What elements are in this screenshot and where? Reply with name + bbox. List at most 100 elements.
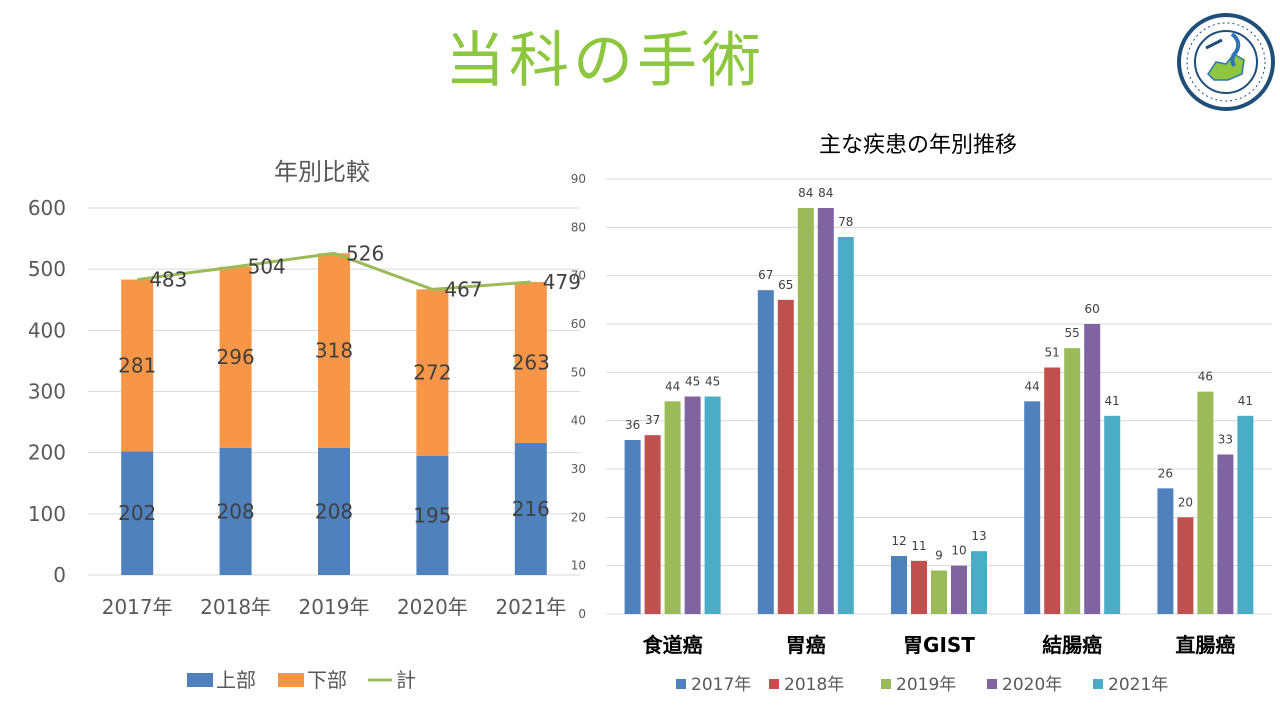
data-label: 26: [1158, 466, 1173, 480]
bar-2019年: [664, 401, 681, 614]
data-label-upper: 216: [512, 497, 550, 521]
data-label: 44: [665, 379, 680, 393]
x-tick-label: 直腸癌: [1175, 633, 1235, 657]
data-label: 37: [645, 413, 660, 427]
data-label-lower: 281: [118, 354, 156, 378]
legend-swatch: [676, 679, 686, 689]
x-tick-label: 2020年: [397, 595, 468, 619]
data-label: 60: [1085, 302, 1100, 316]
legend-label-upper: 上部: [216, 668, 256, 692]
bar-lower: [121, 279, 154, 452]
data-label-upper: 195: [413, 503, 451, 527]
data-label: 45: [705, 375, 720, 389]
bar-2020年: [817, 208, 834, 614]
legend-label: 2021年: [1108, 675, 1168, 695]
data-label: 67: [758, 268, 773, 282]
legend-swatch-lower: [278, 673, 304, 687]
legend-swatch: [1093, 679, 1103, 689]
data-label: 12: [891, 534, 906, 548]
x-tick-label: 2019年: [299, 595, 370, 619]
bar-2018年: [1044, 367, 1061, 614]
legend-swatch: [987, 679, 997, 689]
university-seal-icon: [1176, 12, 1276, 112]
bar-lower: [416, 289, 449, 456]
data-label: 55: [1065, 326, 1080, 340]
y-tick-label: 90: [571, 172, 586, 186]
bar-2019年: [931, 570, 947, 614]
bar-2017年: [891, 556, 907, 614]
data-label: 10: [951, 544, 966, 558]
bar-2020年: [1084, 324, 1101, 614]
bar-2019年: [797, 208, 814, 614]
data-label-lower: 263: [512, 350, 550, 374]
data-label: 84: [798, 186, 813, 200]
x-tick-label: 結腸癌: [1042, 633, 1102, 657]
bar-2017年: [757, 290, 774, 614]
data-label: 41: [1238, 394, 1253, 408]
bar-2021年: [1104, 415, 1121, 614]
legend-swatch: [881, 679, 891, 689]
bar-2021年: [704, 396, 721, 614]
data-label-total: 526: [346, 241, 384, 265]
y-tick-label: 400: [28, 318, 66, 342]
legend-label: 2019年: [896, 675, 956, 695]
chart-title: 主な疾患の年別推移: [819, 133, 1017, 158]
data-label: 51: [1045, 346, 1060, 360]
data-label: 36: [625, 418, 640, 432]
bar-lower: [514, 282, 547, 443]
data-label: 41: [1105, 394, 1120, 408]
legend-label: 2017年: [691, 675, 751, 695]
data-label: 20: [1178, 495, 1193, 509]
x-tick-label: 胃GIST: [903, 633, 975, 657]
y-tick-label: 500: [28, 257, 66, 281]
y-tick-label: 100: [28, 502, 66, 526]
bar-2021年: [1237, 415, 1254, 614]
y-tick-label: 80: [571, 220, 586, 234]
y-tick-label: 50: [571, 365, 586, 379]
bar-2018年: [1177, 517, 1194, 614]
yearly-comparison-chart: 年別比較 0 100 200 300 400 500 600 202 281 2017年 208 296…: [28, 158, 581, 692]
data-label: 44: [1025, 379, 1040, 393]
data-label-upper: 208: [217, 499, 255, 523]
data-label-total: 479: [543, 270, 581, 294]
slide-title: 当科の手術: [445, 26, 765, 96]
bar-2021年: [837, 237, 854, 614]
data-label-total: 483: [149, 268, 187, 292]
y-tick-label: 40: [571, 414, 586, 428]
y-tick-label: 200: [28, 441, 66, 465]
y-tick-label: 300: [28, 380, 66, 404]
bar-upper: [121, 451, 154, 575]
data-label-total: 504: [248, 255, 286, 279]
disease-trend-chart: 主な疾患の年別推移 0 10 20 30 40 50 60 70 80 90 36 37 44 45 45 食道…: [571, 133, 1272, 695]
bar-2017年: [1024, 401, 1041, 614]
bar-lower: [219, 266, 252, 448]
legend-swatch-upper: [187, 673, 213, 687]
chart-title: 年別比較: [274, 158, 370, 186]
x-tick-label: 2018年: [200, 595, 271, 619]
data-label: 84: [818, 186, 833, 200]
y-tick-label: 0: [578, 607, 586, 621]
data-label: 11: [911, 539, 926, 553]
x-tick-label: 食道癌: [643, 633, 703, 657]
data-label: 65: [778, 278, 793, 292]
legend-label: 2020年: [1002, 675, 1062, 695]
total-line: [137, 251, 531, 291]
data-label: 78: [838, 215, 853, 229]
bar-2018年: [911, 560, 927, 614]
data-label-upper: 202: [118, 501, 156, 525]
bar-2021年: [971, 551, 987, 614]
bar-upper: [219, 447, 252, 575]
x-tick-label: 2017年: [102, 595, 173, 619]
x-tick-label: 胃癌: [786, 633, 826, 657]
data-label-lower: 318: [315, 339, 353, 363]
bar-upper: [416, 455, 449, 575]
legend-label: 2018年: [784, 675, 844, 695]
bar-2020年: [951, 565, 967, 614]
bar-2020年: [1217, 454, 1234, 614]
bar-2017年: [1157, 488, 1174, 614]
y-tick-label: 60: [571, 317, 586, 331]
data-label: 13: [971, 529, 986, 543]
bar-2018年: [644, 435, 661, 614]
data-label: 46: [1198, 370, 1213, 384]
y-tick-label: 10: [571, 559, 586, 573]
